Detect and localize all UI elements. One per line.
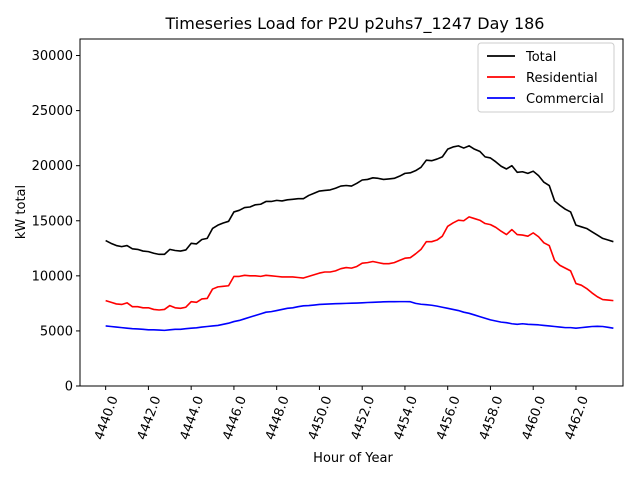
x-tick-label: 4460.0 [520,394,550,442]
series-line-residential [105,216,614,311]
x-tick-label: 4440.0 [92,394,122,442]
y-axis-label: kW total [14,185,29,239]
series-line-total [105,145,614,256]
y-tick-label: 15000 [32,214,73,229]
y-tick-label: 0 [65,380,73,395]
x-tick-label: 4462.0 [562,394,592,442]
x-axis-ticks: 4440.0 4442.0 4444.0 4446.0 4448.0 4450.0 4452… [92,386,592,442]
x-tick-label: 4454.0 [391,394,421,442]
x-tick-label: 4448.0 [263,394,293,442]
series-line-commercial [105,300,614,332]
series-layer [105,145,614,332]
plot-frame [79,38,624,387]
legend-label-commercial: Commercial [526,92,604,107]
legend-label-total: Total [525,50,556,65]
y-tick-label: 30000 [32,49,73,64]
x-axis-label: Hour of Year [313,451,393,466]
x-tick-label: 4456.0 [434,394,464,442]
legend: Total Residential Commercial [477,42,615,113]
chart-title: Timeseries Load for P2U p2uhs7_1247 Day … [165,14,545,34]
y-tick-label: 20000 [32,159,73,174]
y-tick-label: 5000 [40,324,73,339]
x-tick-label: 4452.0 [349,394,379,442]
legend-box [477,42,615,113]
legend-label-residential: Residential [526,71,598,86]
x-tick-label: 4444.0 [178,394,208,442]
x-tick-label: 4446.0 [220,394,250,442]
y-axis-ticks: 0 5000 10000 15000 20000 25000 30000 [32,49,80,395]
y-tick-label: 10000 [32,269,73,284]
x-tick-label: 4450.0 [306,394,336,442]
y-tick-label: 25000 [32,104,73,119]
x-tick-label: 4442.0 [135,394,165,442]
x-tick-label: 4458.0 [477,394,507,442]
